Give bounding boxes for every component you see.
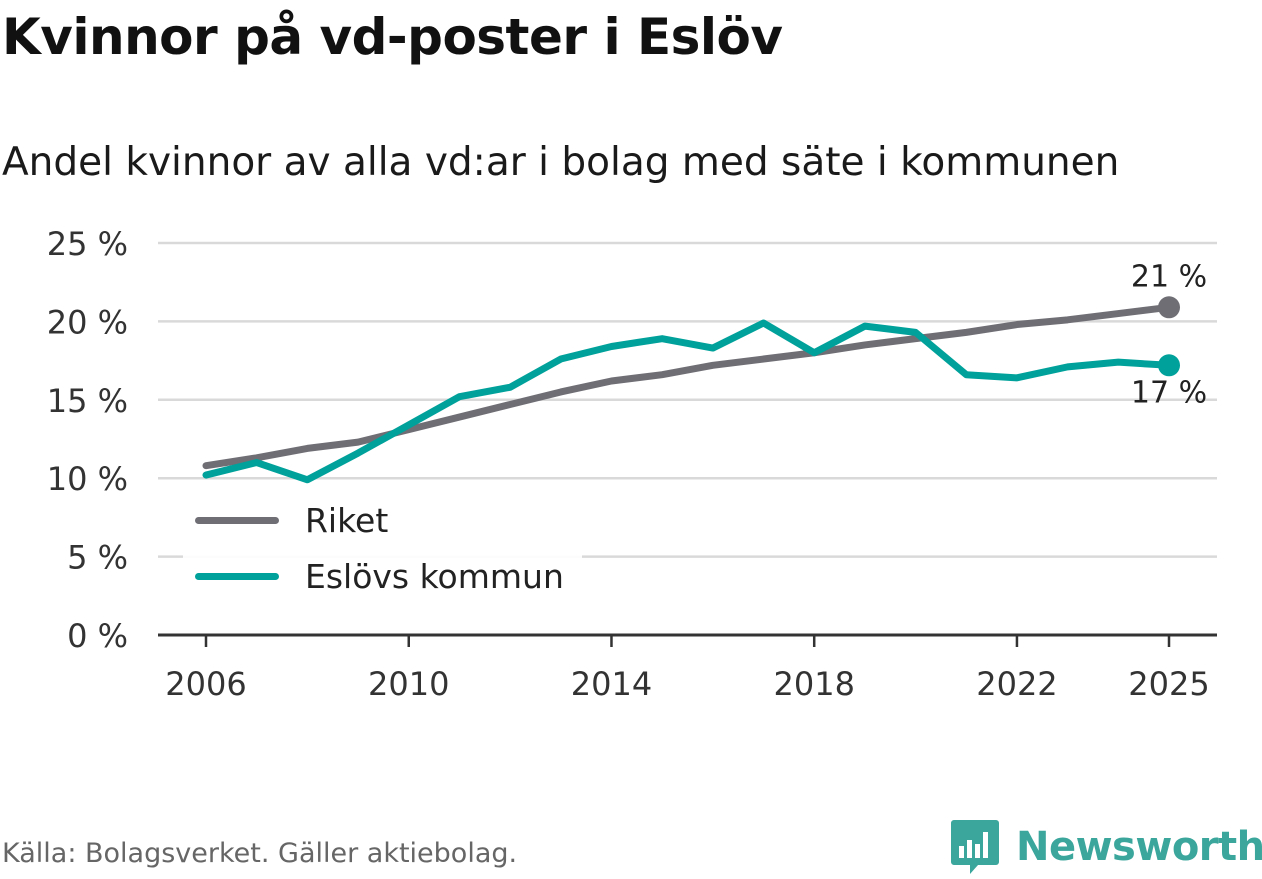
legend-item-eslov: Eslövs kommun	[195, 548, 564, 604]
chart-title: Kvinnor på vd-poster i Eslöv	[2, 8, 783, 66]
x-tick-label-2006: 2006	[165, 665, 246, 703]
legend-swatch-eslov	[195, 572, 279, 580]
chart-subtitle: Andel kvinnor av alla vd:ar i bolag med …	[2, 140, 1120, 185]
legend-item-riket: Riket	[195, 492, 564, 548]
chart-legend: Riket Eslövs kommun	[183, 492, 582, 604]
end-label-eslov: 17 %	[1131, 375, 1207, 410]
series-line-eslov	[202, 319, 1173, 484]
y-tick-label-20: 20 %	[47, 303, 128, 341]
x-tick-label-2025: 2025	[1128, 665, 1209, 703]
legend-swatch-riket	[195, 516, 279, 524]
end-marker-riket	[1158, 296, 1180, 319]
end-marker-eslov	[1158, 354, 1180, 377]
y-tick-label-25: 25 %	[47, 225, 128, 263]
brand-name: Newsworthy	[1016, 824, 1262, 870]
newsworthy-logo: Newsworthy	[950, 818, 1262, 876]
source-note: Källa: Bolagsverket. Gäller aktiebolag.	[2, 838, 518, 869]
newsworthy-logo-icon	[951, 820, 999, 874]
y-tick-label-10: 10 %	[47, 460, 128, 498]
x-tick-label-2022: 2022	[976, 665, 1057, 703]
y-tick-label-0: 0 %	[67, 617, 128, 655]
series-line-riket	[202, 303, 1173, 470]
end-label-riket: 21 %	[1131, 259, 1207, 294]
x-tick-label-2018: 2018	[773, 665, 854, 703]
x-tick-label-2010: 2010	[368, 665, 449, 703]
legend-label-riket: Riket	[305, 500, 389, 540]
legend-label-eslov: Eslövs kommun	[305, 556, 564, 596]
y-tick-label-15: 15 %	[47, 382, 128, 420]
x-tick-label-2014: 2014	[571, 665, 652, 703]
y-tick-label-5: 5 %	[67, 539, 128, 577]
